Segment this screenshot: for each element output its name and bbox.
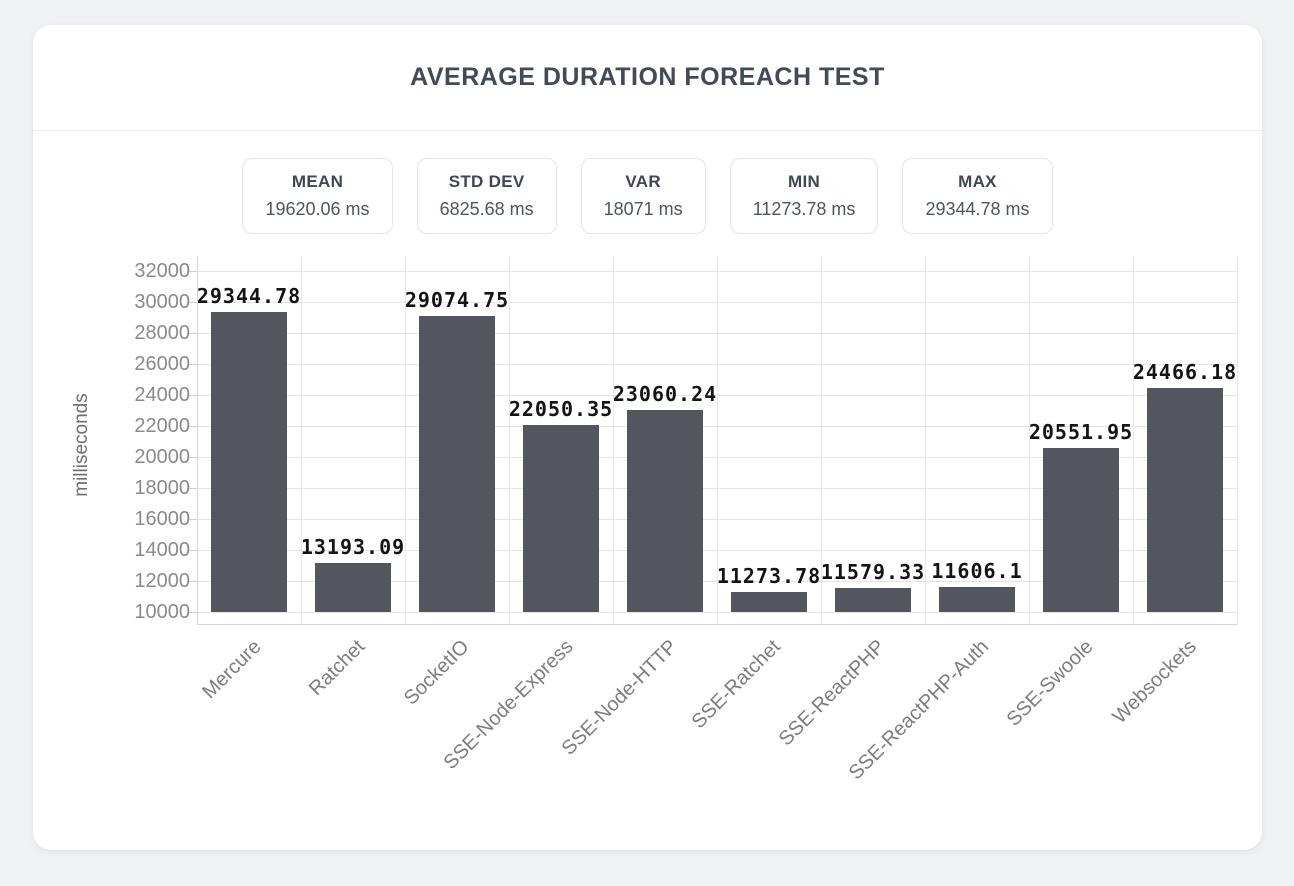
stat-value: 29344.78 ms [925, 199, 1030, 219]
x-tick-label: SSE-Ratchet [687, 635, 786, 734]
y-tick-label: 14000 [134, 539, 190, 561]
x-axis-line [197, 624, 1237, 625]
bar [315, 563, 391, 612]
x-tick-label: Ratchet [304, 635, 370, 701]
bar-value-label: 24466.18 [1132, 360, 1238, 384]
bar-value-label: 29344.78 [196, 284, 302, 308]
gridline-vertical [925, 256, 926, 625]
y-tick-label: 30000 [134, 291, 190, 313]
y-tick-label: 18000 [134, 477, 190, 499]
stat-card-var: VAR 18071 ms [580, 158, 706, 234]
stat-card-mean: MEAN 19620.06 ms [242, 158, 393, 234]
stat-label: STD DEV [448, 172, 525, 191]
page-title: AVERAGE DURATION FOREACH TEST [410, 63, 885, 91]
x-tick-label: SocketIO [399, 635, 474, 710]
bar-value-label: 29074.75 [404, 288, 510, 312]
gridline-vertical [821, 256, 822, 625]
y-tick-mark [189, 302, 197, 303]
bar-value-label: 13193.09 [300, 535, 406, 559]
y-tick-label: 10000 [134, 601, 190, 623]
bar [731, 592, 807, 612]
bar-value-label: 11579.33 [820, 560, 926, 584]
y-tick-mark [189, 426, 197, 427]
bar [627, 410, 703, 612]
gridline-vertical [301, 256, 302, 625]
stat-card-std-dev: STD DEV 6825.68 ms [416, 158, 557, 234]
x-tick-label: SSE-Swoole [1002, 635, 1098, 731]
bar [1043, 448, 1119, 612]
stat-value: 11273.78 ms [752, 199, 856, 219]
bar-value-label: 20551.95 [1028, 420, 1134, 444]
stat-card-min: MIN 11273.78 ms [729, 158, 879, 234]
gridline-vertical [405, 256, 406, 625]
stats-row: MEAN 19620.06 ms STD DEV 6825.68 ms VAR … [33, 158, 1262, 234]
stat-label: MEAN [291, 172, 344, 191]
y-tick-label: 32000 [134, 260, 190, 282]
bar-value-label: 11273.78 [716, 564, 822, 588]
card-header: AVERAGE DURATION FOREACH TEST [33, 25, 1262, 130]
gridline-vertical [1237, 256, 1238, 625]
stat-label: VAR [625, 172, 661, 191]
y-tick-mark [189, 457, 197, 458]
y-tick-mark [189, 364, 197, 365]
y-axis-line [197, 256, 198, 625]
stat-value: 18071 ms [603, 199, 683, 219]
bar [419, 316, 495, 612]
y-tick-label: 22000 [134, 415, 190, 437]
y-tick-mark [189, 488, 197, 489]
bar [835, 588, 911, 612]
gridline-vertical [1133, 256, 1134, 625]
y-tick-mark [189, 395, 197, 396]
gridline-vertical [1029, 256, 1030, 625]
chart-card: AVERAGE DURATION FOREACH TEST MEAN 19620… [33, 25, 1262, 850]
bar [939, 587, 1015, 612]
y-tick-label: 24000 [134, 384, 190, 406]
stat-label: MIN [788, 172, 821, 191]
y-tick-label: 12000 [134, 570, 190, 592]
bar-value-label: 11606.1 [931, 559, 1023, 583]
y-tick-mark [189, 333, 197, 334]
stat-value: 19620.06 ms [265, 199, 370, 219]
y-tick-mark [189, 271, 197, 272]
y-tick-mark [189, 581, 197, 582]
stat-value: 6825.68 ms [439, 199, 534, 219]
x-axis-tick-labels: Mercure Ratchet SocketIO SSE-Node-Express SS… [197, 635, 1237, 835]
x-tick-label: Websockets [1108, 635, 1202, 729]
y-tick-mark [189, 519, 197, 520]
bar [1147, 388, 1223, 612]
gridline-vertical [613, 256, 614, 625]
bar [523, 425, 599, 612]
y-tick-label: 16000 [134, 508, 190, 530]
y-tick-mark [189, 612, 197, 613]
y-tick-mark [189, 550, 197, 551]
stat-card-max: MAX 29344.78 ms [902, 158, 1053, 234]
gridline-vertical [717, 256, 718, 625]
x-tick-label: Mercure [197, 635, 266, 704]
y-axis-tick-labels: 10000 12000 14000 16000 18000 20000 22000 24000… [73, 256, 190, 625]
gridline-vertical [509, 256, 510, 625]
stat-label: MAX [958, 172, 997, 191]
x-tick-label: SSE-ReactPHP [774, 635, 890, 751]
bar-value-label: 22050.35 [508, 397, 614, 421]
plot-area: 29344.78 13193.09 29074.75 22050.35 23060.24… [189, 256, 1238, 625]
bar [211, 312, 287, 612]
y-tick-label: 20000 [134, 446, 190, 468]
y-tick-label: 28000 [134, 322, 190, 344]
bar-value-label: 23060.24 [612, 382, 718, 406]
y-tick-label: 26000 [134, 353, 190, 375]
header-divider [33, 130, 1262, 131]
